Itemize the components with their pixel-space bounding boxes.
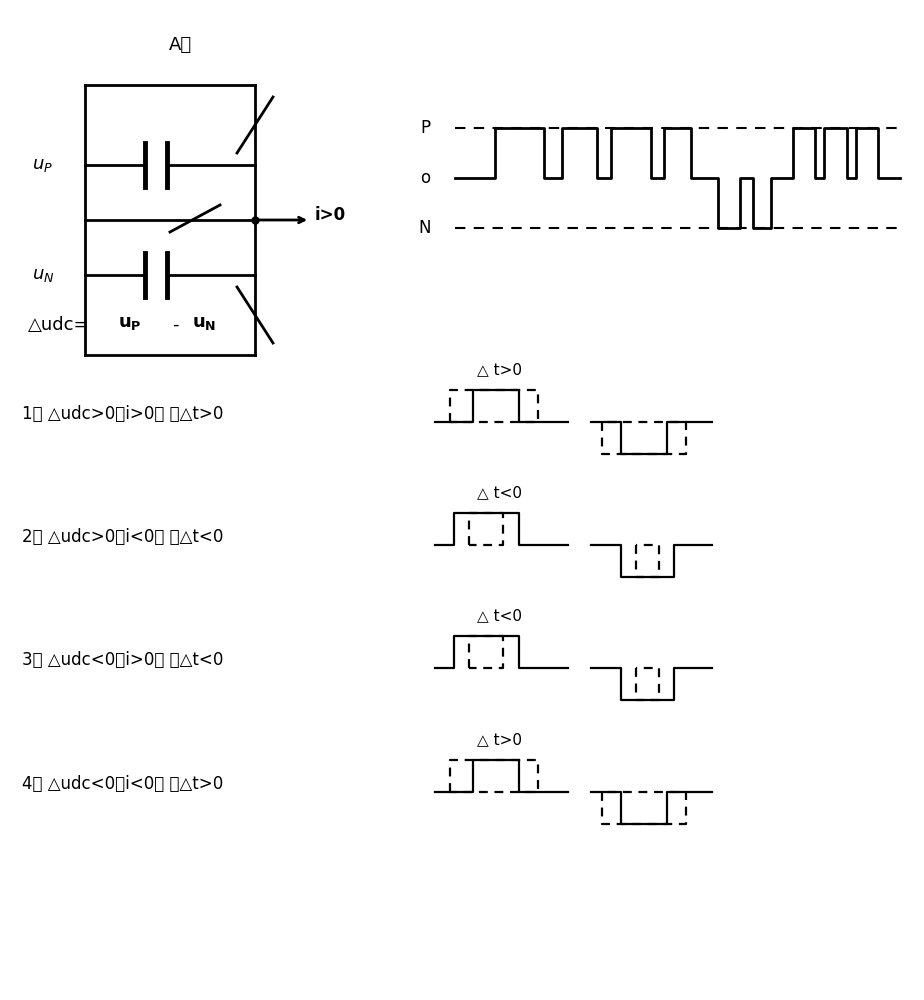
Text: 1） △udc>0且i>0， 使△t>0: 1） △udc>0且i>0， 使△t>0 — [22, 405, 224, 423]
Text: N: N — [419, 219, 432, 237]
Text: △ t>0: △ t>0 — [477, 732, 522, 748]
Text: i>0: i>0 — [314, 206, 346, 224]
Text: 3） △udc<0且i>0， 使△t<0: 3） △udc<0且i>0， 使△t<0 — [22, 651, 224, 669]
Text: $u_P$: $u_P$ — [32, 156, 54, 174]
Text: -: - — [172, 316, 178, 334]
Text: △ t<0: △ t<0 — [477, 608, 522, 624]
Text: 2） △udc>0且i<0， 使△t<0: 2） △udc>0且i<0， 使△t<0 — [22, 528, 224, 546]
Text: 4） △udc<0且i<0， 使△t>0: 4） △udc<0且i<0， 使△t>0 — [22, 775, 224, 793]
Text: $\mathbf{u_P}$: $\mathbf{u_P}$ — [118, 314, 141, 332]
Text: A相: A相 — [168, 36, 191, 54]
Text: △udc=: △udc= — [28, 316, 90, 334]
Text: △ t<0: △ t<0 — [477, 486, 522, 500]
Text: △ t>0: △ t>0 — [477, 362, 522, 377]
Text: P: P — [419, 119, 430, 137]
Text: $\mathbf{u_N}$: $\mathbf{u_N}$ — [192, 314, 216, 332]
Text: $u_N$: $u_N$ — [31, 266, 55, 284]
Text: o: o — [419, 169, 430, 187]
